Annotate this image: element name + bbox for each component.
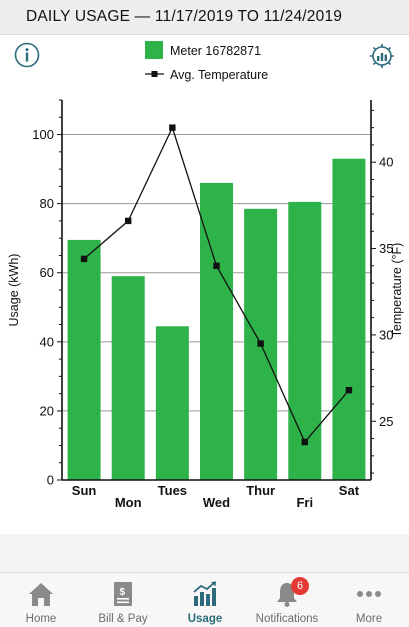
y-tick-label: 0 <box>47 473 54 488</box>
home-icon <box>29 583 53 606</box>
temperature-point-thur <box>257 340 264 347</box>
bar-sun <box>67 239 101 480</box>
tab-notifications[interactable]: 6 Notifications <box>246 573 328 627</box>
bar-wed <box>200 182 233 480</box>
tab-notifications-label: Notifications <box>255 613 319 625</box>
spacer-area <box>0 534 409 572</box>
x-tick-label: Mon <box>115 495 142 510</box>
legend-bar-label: Meter 16782871 <box>170 44 261 58</box>
temperature-point-fri <box>301 438 308 446</box>
more-dots-icon <box>357 591 381 597</box>
tab-more[interactable]: More <box>328 573 409 627</box>
x-tick-label: Sat <box>339 483 360 498</box>
bill-icon: $ <box>114 582 132 606</box>
tab-bill-pay-label: Bill & Pay <box>98 613 148 625</box>
x-tick-label: Sun <box>72 483 97 498</box>
tab-bill-pay[interactable]: $ Bill & Pay <box>82 573 164 627</box>
bar-tues <box>155 326 189 480</box>
tab-home[interactable]: Home <box>0 573 82 627</box>
bar-mon <box>111 276 145 480</box>
svg-text:$: $ <box>120 587 126 598</box>
page-title: DAILY USAGE — 11/17/2019 TO 11/24/2019 <box>26 8 343 25</box>
legend-line-label: Avg. Temperature <box>170 68 268 82</box>
notification-badge: 6 <box>291 577 309 595</box>
y-tick-label: 100 <box>32 127 54 142</box>
temperature-point-mon <box>125 217 132 225</box>
y-tick-label: 80 <box>40 196 54 211</box>
tab-usage[interactable]: Usage <box>164 573 246 627</box>
tab-more-label: More <box>355 613 383 625</box>
x-tick-label: Thur <box>246 483 275 498</box>
temperature-point-sun <box>80 255 88 263</box>
y2-axis-title: Temperature (°F) <box>390 243 404 338</box>
y2-tick-label: 40 <box>379 155 393 170</box>
chart-settings-button[interactable] <box>368 42 396 70</box>
info-button[interactable] <box>14 42 40 68</box>
bar-fri <box>288 201 322 480</box>
usage-chart: 0 20 40 60 80 100 25 30 35 40 Sun Mon Tues Wed Thur Fri… <box>0 86 409 526</box>
gear-chart-icon <box>370 44 394 68</box>
temperature-point-sat <box>345 386 353 394</box>
info-icon <box>14 42 40 68</box>
tab-home-label: Home <box>25 613 57 625</box>
usage-chart-icon <box>193 581 216 606</box>
bottom-tab-bar: Home $ Bill & Pay Usage 6 Notifications <box>0 572 409 627</box>
y-axis-title: Usage (kWh) <box>7 254 21 327</box>
x-tick-label: Tues <box>158 483 187 498</box>
temperature-point-tues <box>169 124 176 131</box>
y2-tick-label: 35 <box>379 241 393 256</box>
x-tick-label: Fri <box>296 495 313 510</box>
y-tick-label: 40 <box>40 334 54 349</box>
y2-tick-label: 25 <box>379 414 393 429</box>
bar-sat <box>332 158 366 480</box>
header-bar: DAILY USAGE — 11/17/2019 TO 11/24/2019 <box>0 0 409 35</box>
temperature-point-wed <box>213 262 220 270</box>
chart-legend: Meter 16782871 Avg. Temperature <box>0 40 409 86</box>
y2-tick-label: 30 <box>379 327 393 342</box>
y-tick-label: 20 <box>40 403 54 418</box>
legend-bar-swatch <box>145 41 163 59</box>
tab-usage-label: Usage <box>187 613 223 625</box>
x-tick-label: Wed <box>203 495 230 510</box>
y-tick-label: 60 <box>40 265 54 280</box>
